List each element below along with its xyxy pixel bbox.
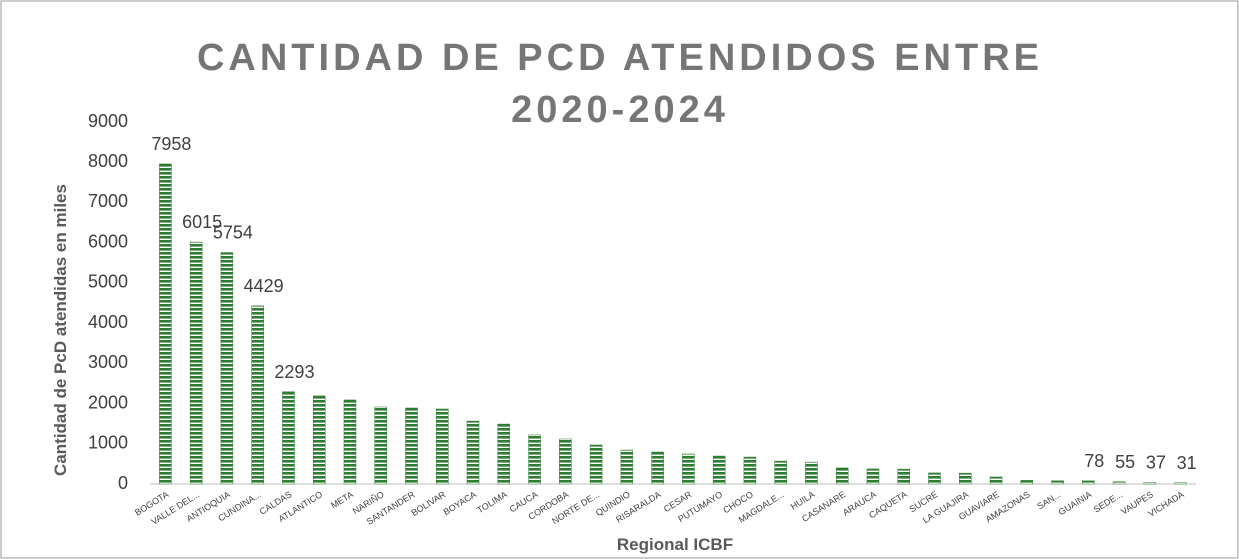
data-label: 2293 [274,362,314,382]
chart-title: CANTIDAD DE PCD ATENDIDOS ENTRE 2020-202… [196,37,1044,131]
bar [589,444,603,485]
bar [1082,480,1095,485]
y-tick-label: 8000 [88,151,128,171]
y-tick-label: 6000 [88,231,128,251]
bar [1143,482,1157,485]
bar [343,399,357,485]
x-tick-label: BOYACA [442,489,479,517]
title-box: CANTIDAD DE PCD ATENDIDOS ENTRE 2020-202… [196,37,1044,131]
data-label: 31 [1177,453,1197,473]
bar [1020,480,1034,485]
bar [1174,482,1187,485]
bar [651,451,664,485]
y-tick-label: 3000 [88,352,128,372]
y-tick-label: 7000 [88,191,128,211]
data-label: 37 [1146,453,1166,473]
y-tick-label: 4000 [88,312,128,332]
bar [528,434,541,485]
y-tick-label: 9000 [88,111,128,131]
y-tick-label: 0 [118,473,128,493]
bar [835,467,849,485]
bar [436,408,449,485]
bar [805,461,818,485]
bar [497,423,511,485]
y-tick-label: 2000 [88,392,128,412]
data-label: 7958 [151,134,191,154]
bar [1112,481,1126,485]
bar [774,460,787,485]
bar [312,395,326,485]
bar [743,456,757,485]
data-label: 6015 [182,212,222,232]
data-label: 4429 [244,276,284,296]
bar [159,163,172,485]
bar [374,406,387,485]
bar [466,420,480,485]
bar [928,472,941,485]
data-label: 78 [1084,451,1104,471]
y-axis-label: Cantidad de PcD atendidas en miles [51,184,70,476]
x-tick-label: TOLIMA [475,489,509,515]
data-label: 55 [1115,452,1135,472]
bar [559,438,572,485]
bar [405,407,418,485]
data-label: 5754 [213,223,253,243]
bar [1051,480,1064,485]
bar [897,468,910,485]
bar [682,453,695,485]
bar [282,391,295,485]
y-tick-label: 5000 [88,272,128,292]
bar [959,472,972,485]
bar [251,305,264,485]
bar [989,476,1003,485]
x-tick-label: SEDE... [1092,489,1124,514]
bar [620,449,634,485]
bar [220,252,234,485]
bar [712,455,726,485]
y-tick-label: 1000 [88,433,128,453]
x-tick-label: GUAINIA [1057,489,1094,517]
x-tick-label: BOLIVAR [409,489,447,518]
x-axis-label: Regional ICBF [617,535,733,554]
bar [866,468,880,485]
bar [189,241,203,485]
